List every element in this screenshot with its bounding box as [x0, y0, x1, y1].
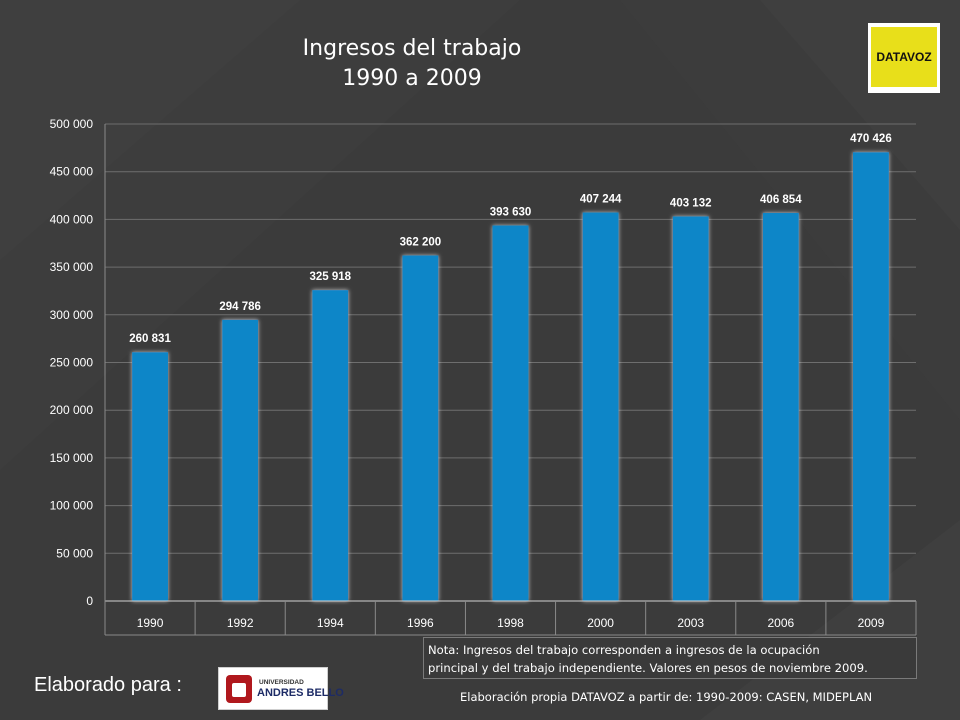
- datavoz-logo: DATAVOZ: [868, 23, 940, 93]
- datavoz-logo-text: DATAVOZ: [876, 50, 932, 64]
- note-line-2: principal y del trabajo independiente. V…: [428, 661, 868, 675]
- bar: [222, 319, 259, 601]
- data-labels: 260 831 294 786 325 918 362 200 393 630 407 2…: [129, 133, 891, 345]
- datavoz-logo-inner: DATAVOZ: [871, 27, 937, 87]
- y-tick-label: 250 000: [50, 356, 94, 370]
- data-label: 407 244: [580, 193, 622, 205]
- bar: [672, 216, 709, 601]
- data-label: 393 630: [490, 206, 532, 218]
- x-axis-tick-labels: 1990 1992 1994 1996 1998 2000 2003 2006 2009: [137, 616, 885, 630]
- bar: [852, 152, 889, 601]
- x-tick-label: 1994: [317, 616, 344, 630]
- title-line-2: 1990 a 2009: [342, 66, 482, 91]
- axes: [104, 124, 917, 636]
- title-line-1: Ingresos del trabajo: [302, 36, 522, 61]
- x-tick-label: 2006: [767, 616, 794, 630]
- chart-title: Ingresos del trabajo 1990 a 2009: [212, 34, 612, 94]
- data-label: 294 786: [219, 301, 261, 313]
- y-tick-label: 350 000: [50, 260, 94, 274]
- bar: [312, 290, 349, 601]
- data-label: 325 918: [309, 271, 351, 283]
- data-label: 403 132: [670, 197, 712, 209]
- note-box: Nota: Ingresos del trabajo corresponden …: [423, 637, 917, 679]
- data-label: 470 426: [850, 133, 892, 145]
- x-tick-label: 1996: [407, 616, 434, 630]
- y-tick-label: 300 000: [50, 308, 94, 322]
- bars: [132, 152, 889, 602]
- university-logo-line-1: UNIVERSIDAD: [259, 679, 304, 686]
- y-axis-tick-labels: 0 50 000 100 000 150 000 200 000 250 000 300 0…: [50, 117, 94, 608]
- bar: [762, 212, 799, 602]
- y-tick-label: 0: [86, 594, 93, 608]
- data-label: 362 200: [400, 236, 442, 248]
- bar: [492, 225, 529, 601]
- x-tick-label: 2003: [677, 616, 704, 630]
- bar: [132, 352, 169, 601]
- y-tick-label: 150 000: [50, 451, 94, 465]
- x-tick-label: 1992: [227, 616, 254, 630]
- y-tick-label: 500 000: [50, 117, 94, 131]
- bar: [402, 255, 439, 602]
- y-tick-label: 450 000: [50, 165, 94, 179]
- data-label: 260 831: [129, 333, 171, 345]
- university-logo: UNIVERSIDAD ANDRES BELLO: [218, 667, 344, 710]
- elaborado-label: Elaborado para :: [34, 674, 182, 696]
- note-line-1: Nota: Ingresos del trabajo corresponden …: [428, 643, 820, 657]
- university-logo-line-2: ANDRES BELLO: [257, 687, 344, 699]
- data-label: 406 854: [760, 194, 802, 206]
- bar: [582, 212, 619, 601]
- x-tick-label: 1998: [497, 616, 524, 630]
- x-tick-label: 2000: [587, 616, 614, 630]
- source-note: Elaboración propia DATAVOZ a partir de: …: [460, 690, 873, 704]
- x-tick-label: 1990: [137, 616, 164, 630]
- y-tick-label: 400 000: [50, 212, 94, 226]
- x-tick-label: 2009: [858, 616, 885, 630]
- y-tick-label: 200 000: [50, 403, 94, 417]
- university-emblem-icon: [226, 675, 252, 703]
- y-tick-label: 50 000: [56, 546, 93, 560]
- y-tick-label: 100 000: [50, 499, 94, 513]
